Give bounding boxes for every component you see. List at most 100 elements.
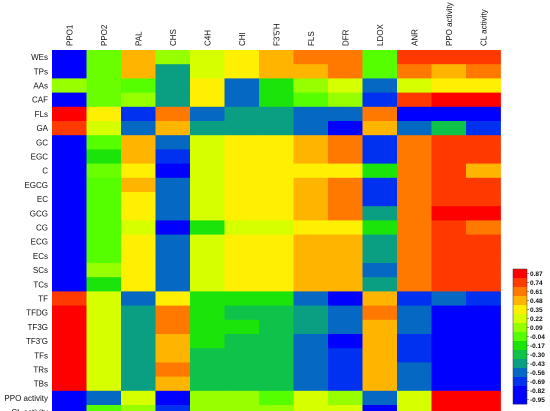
heatmap-cell [466,78,501,93]
heatmap-cell [431,220,467,235]
heatmap-cell [328,405,363,411]
heatmap-cell [224,78,260,93]
heatmap-cell [328,348,363,363]
heatmap-cell [431,234,467,250]
heatmap-cell [293,177,329,193]
heatmap-cell [86,362,122,377]
heatmap-cell [431,106,467,122]
heatmap-cell [362,376,398,392]
heatmap-cell [466,106,501,122]
heatmap-cell [121,319,156,335]
heatmap-cell [52,177,87,193]
heatmap-cell [155,121,191,136]
heatmap-cell [431,362,467,377]
heatmap-cell [121,64,156,79]
heatmap-cell [86,248,122,264]
heatmap-cell [259,334,294,349]
heatmap-cell [293,192,329,207]
heatmap-cell [86,305,122,321]
heatmap-cell [224,291,260,306]
heatmap-cell [121,263,156,278]
colorbar-swatch [513,368,527,378]
heatmap-cell [328,334,363,349]
heatmap-cell [431,78,467,93]
heatmap-cell [397,362,432,377]
heatmap-cell [397,121,432,136]
heatmap-cell [362,348,398,363]
heatmap-cell [293,50,329,65]
heatmap-cell [362,64,398,79]
heatmap-cell [224,106,260,122]
heatmap-cell [431,149,467,164]
heatmap-cell [86,135,122,150]
colorbar-label: -0.17 [530,343,545,350]
colorbar-swatch [513,350,527,360]
heatmap-cell [86,121,122,136]
heatmap-cell [362,50,398,65]
heatmap-cell [328,390,363,406]
heatmap-cell [52,362,87,377]
heatmap-cell [190,319,225,335]
heatmap-cell [466,50,501,65]
colorbar-swatch [513,314,527,324]
heatmap-cell [52,64,87,79]
colorbar-label: 0.22 [530,316,543,323]
heatmap-cell [259,248,294,264]
heatmap-cell [86,376,122,392]
heatmap-cell [328,135,363,150]
row-label: TFs [34,351,48,360]
heatmap-cell [328,234,363,250]
heatmap-cell [86,348,122,363]
heatmap-cell [431,163,467,179]
heatmap-cell [259,348,294,363]
heatmap-cell [397,334,432,349]
heatmap-cell [190,376,225,392]
heatmap-cell [52,121,87,136]
heatmap-cell [52,220,87,235]
heatmap-cell [224,405,260,411]
row-label: EC [37,195,48,204]
heatmap-cell [328,263,363,278]
heatmap-cell [121,50,156,65]
column-label: PPO activity [445,2,454,46]
heatmap-cell [293,106,329,122]
row-label: TPs [34,67,48,76]
heatmap-cell [155,362,191,377]
heatmap-cell [52,50,87,65]
heatmap-cell [121,177,156,193]
heatmap-cell [224,263,260,278]
heatmap-cell [86,206,122,221]
heatmap-cell [328,50,363,65]
row-label: TF3'G [26,337,48,346]
heatmap-cell [466,390,501,406]
heatmap-cell [328,149,363,164]
heatmap-cell [293,149,329,164]
heatmap-cell [86,291,122,306]
heatmap-cell [121,192,156,207]
heatmap-cell [52,291,87,306]
colorbar-label: -0.82 [530,388,545,395]
heatmap-cell [224,149,260,164]
heatmap-cell [259,220,294,235]
heatmap-cell [397,390,432,406]
heatmap-cell [52,106,87,122]
heatmap-cell [52,319,87,335]
heatmap-cell [224,234,260,250]
heatmap-cell [190,305,225,321]
column-label: F3'5'H [272,23,281,46]
colorbar-label: 0.87 [530,271,543,278]
heatmap-cell [293,390,329,406]
heatmap-cell [466,64,501,79]
heatmap-cell [259,78,294,93]
heatmap-cell [121,121,156,136]
row-label: TRs [33,366,48,375]
heatmap-cell [397,177,432,193]
colorbar-swatch [513,341,527,351]
heatmap-cell [259,362,294,377]
heatmap-cell [190,362,225,377]
heatmap-cell [52,348,87,363]
heatmap-cell [121,405,156,411]
heatmap-cell [259,390,294,406]
row-label: TCs [33,280,48,289]
heatmap-cell [397,192,432,207]
